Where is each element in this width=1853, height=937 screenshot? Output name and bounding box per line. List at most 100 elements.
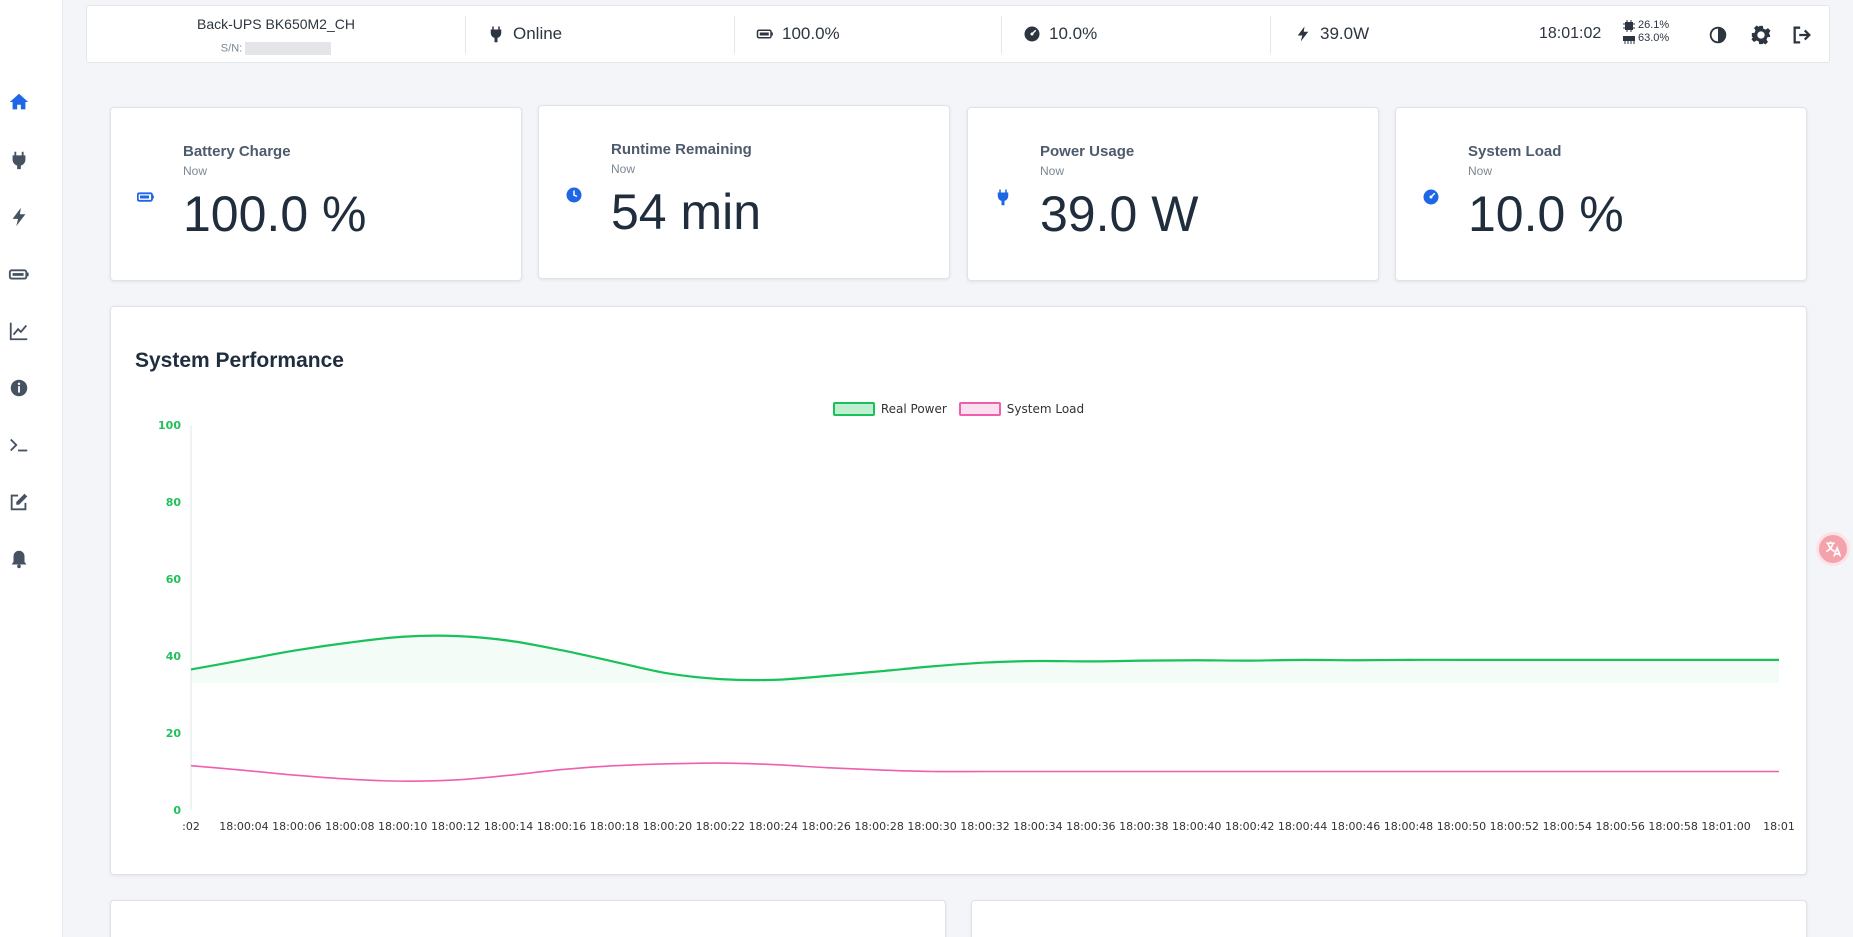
legend-swatch — [832, 402, 875, 416]
x-tick-label: 18:00:48 — [1384, 820, 1433, 833]
top-bar: Back-UPS BK650M2_CH S/N: Online 100.0% 1… — [86, 5, 1830, 63]
sidebar-item-edit[interactable] — [0, 482, 63, 522]
status-stat: Online — [487, 6, 562, 62]
battery-stat: 100.0% — [756, 6, 840, 62]
logout-icon[interactable] — [1791, 24, 1813, 46]
x-tick-label: 18:00:26 — [801, 820, 850, 833]
gauge-icon — [1423, 189, 1439, 205]
sidebar-item-battery[interactable] — [0, 254, 63, 294]
x-tick-label: :02 — [182, 820, 200, 833]
sidebar-item-terminal[interactable] — [0, 425, 63, 465]
theme-toggle-icon[interactable] — [1707, 24, 1729, 46]
metric-title: Power Usage — [1040, 143, 1135, 160]
metric-title: Runtime Remaining — [611, 141, 752, 158]
series-line-system-load — [190, 762, 1779, 782]
metric-title: Battery Charge — [183, 143, 291, 160]
system-performance-card: System Performance Real Power System Loa… — [110, 306, 1807, 875]
x-tick-label: 18:00:22 — [696, 820, 745, 833]
status-text: Online — [513, 24, 563, 43]
power-stat: 39.0W — [1294, 6, 1369, 62]
x-tick-label: 18:00:38 — [1119, 820, 1168, 833]
serial-label: S/N: — [220, 42, 243, 55]
x-tick-label: 18:00:40 — [1172, 820, 1221, 833]
y-tick-label: 40 — [166, 650, 182, 663]
memory-usage: 63.0% — [1623, 32, 1669, 45]
divider — [1001, 16, 1002, 54]
series-line-real-power — [190, 634, 1779, 682]
sidebar — [0, 0, 63, 937]
sidebar-item-energy[interactable] — [0, 197, 63, 237]
x-tick-label: 18:00:46 — [1331, 820, 1380, 833]
clock-icon — [566, 187, 582, 203]
x-tick-label: 18:00:54 — [1543, 820, 1592, 833]
x-tick-label: 18:01:00 — [1701, 820, 1750, 833]
plug-icon — [997, 189, 1009, 206]
metric-subtitle: Now — [1468, 164, 1493, 178]
y-tick-label: 80 — [166, 496, 182, 509]
cpu-icon — [1623, 19, 1635, 32]
metric-title: System Load — [1468, 143, 1562, 160]
x-tick-label: 18:00:24 — [749, 820, 798, 833]
x-tick-label: 18:00:16 — [537, 820, 586, 833]
load-stat: 10.0% — [1023, 6, 1097, 62]
serial-number: S/N: — [87, 42, 465, 55]
x-tick-label: 18:00:06 — [272, 820, 321, 833]
device-name: Back-UPS BK650M2_CH — [197, 16, 355, 32]
legend-label: Real Power — [880, 402, 947, 416]
metric-subtitle: Now — [183, 164, 208, 178]
x-tick-label: 18:00:36 — [1066, 820, 1115, 833]
legend-swatch — [958, 402, 1001, 416]
x-tick-label: 18:00:32 — [960, 820, 1009, 833]
serial-redacted — [245, 42, 332, 55]
system-usage: 26.1% 63.0% — [1623, 19, 1669, 45]
series-area-real-power — [191, 635, 1779, 683]
translate-icon — [1825, 541, 1842, 557]
settings-gear-icon[interactable] — [1750, 24, 1772, 46]
sidebar-item-charts[interactable] — [0, 311, 63, 351]
bottom-card-left — [110, 900, 946, 937]
sidebar-item-power[interactable] — [0, 140, 63, 180]
chart-legend: Real Power System Load — [111, 402, 1806, 416]
legend-label: System Load — [1006, 402, 1085, 416]
terminal-icon — [10, 438, 28, 452]
bottom-card-right — [971, 900, 1807, 937]
battery-icon — [137, 192, 154, 202]
x-tick-label: 18:00:18 — [590, 820, 639, 833]
plug-icon — [12, 151, 26, 170]
edit-icon — [10, 493, 28, 511]
sidebar-item-notifications[interactable] — [0, 539, 63, 579]
divider — [734, 16, 735, 54]
x-tick-label: 18:00:12 — [431, 820, 480, 833]
metric-value: 100.0 % — [183, 186, 367, 242]
y-tick-label: 0 — [173, 804, 181, 817]
sidebar-item-info[interactable] — [0, 368, 63, 408]
x-tick-label: 18:00:44 — [1278, 820, 1327, 833]
clock: 18:01:02 — [1539, 25, 1602, 42]
metric-value: 54 min — [611, 184, 762, 240]
plug-icon — [490, 26, 502, 43]
device-info: Back-UPS BK650M2_CH S/N: — [87, 6, 465, 62]
x-tick-label: 18:00:56 — [1595, 820, 1644, 833]
metric-subtitle: Now — [611, 162, 636, 176]
x-tick-label: 18:00:20 — [643, 820, 692, 833]
x-tick-label: 18:00:14 — [484, 820, 533, 833]
metric-card-battery: Battery Charge Now 100.0 % — [110, 107, 522, 281]
cpu-usage: 26.1% — [1623, 19, 1669, 32]
battery-icon — [8, 269, 29, 280]
power-text: 39.0W — [1320, 24, 1370, 43]
home-icon — [9, 93, 29, 110]
x-tick-label: 18:00:34 — [1013, 820, 1062, 833]
legend-item-real-power[interactable]: Real Power — [832, 402, 947, 416]
translate-button[interactable] — [1816, 532, 1850, 566]
performance-chart: 0 20 40 60 80 100:02 18:00:04 18:00:06 18:00:08 1… — [158, 419, 1795, 833]
load-text: 10.0% — [1049, 24, 1098, 43]
sidebar-item-home[interactable] — [0, 82, 63, 122]
bolt-icon — [1297, 26, 1309, 42]
metric-card-power: Power Usage Now 39.0 W — [967, 107, 1379, 281]
y-tick-label: 20 — [166, 727, 182, 740]
metric-value: 39.0 W — [1040, 186, 1199, 242]
x-tick-label: 18:00:04 — [219, 820, 268, 833]
chart-line-icon — [9, 322, 28, 341]
memory-text: 63.0% — [1638, 32, 1670, 44]
legend-item-system-load[interactable]: System Load — [958, 402, 1085, 416]
